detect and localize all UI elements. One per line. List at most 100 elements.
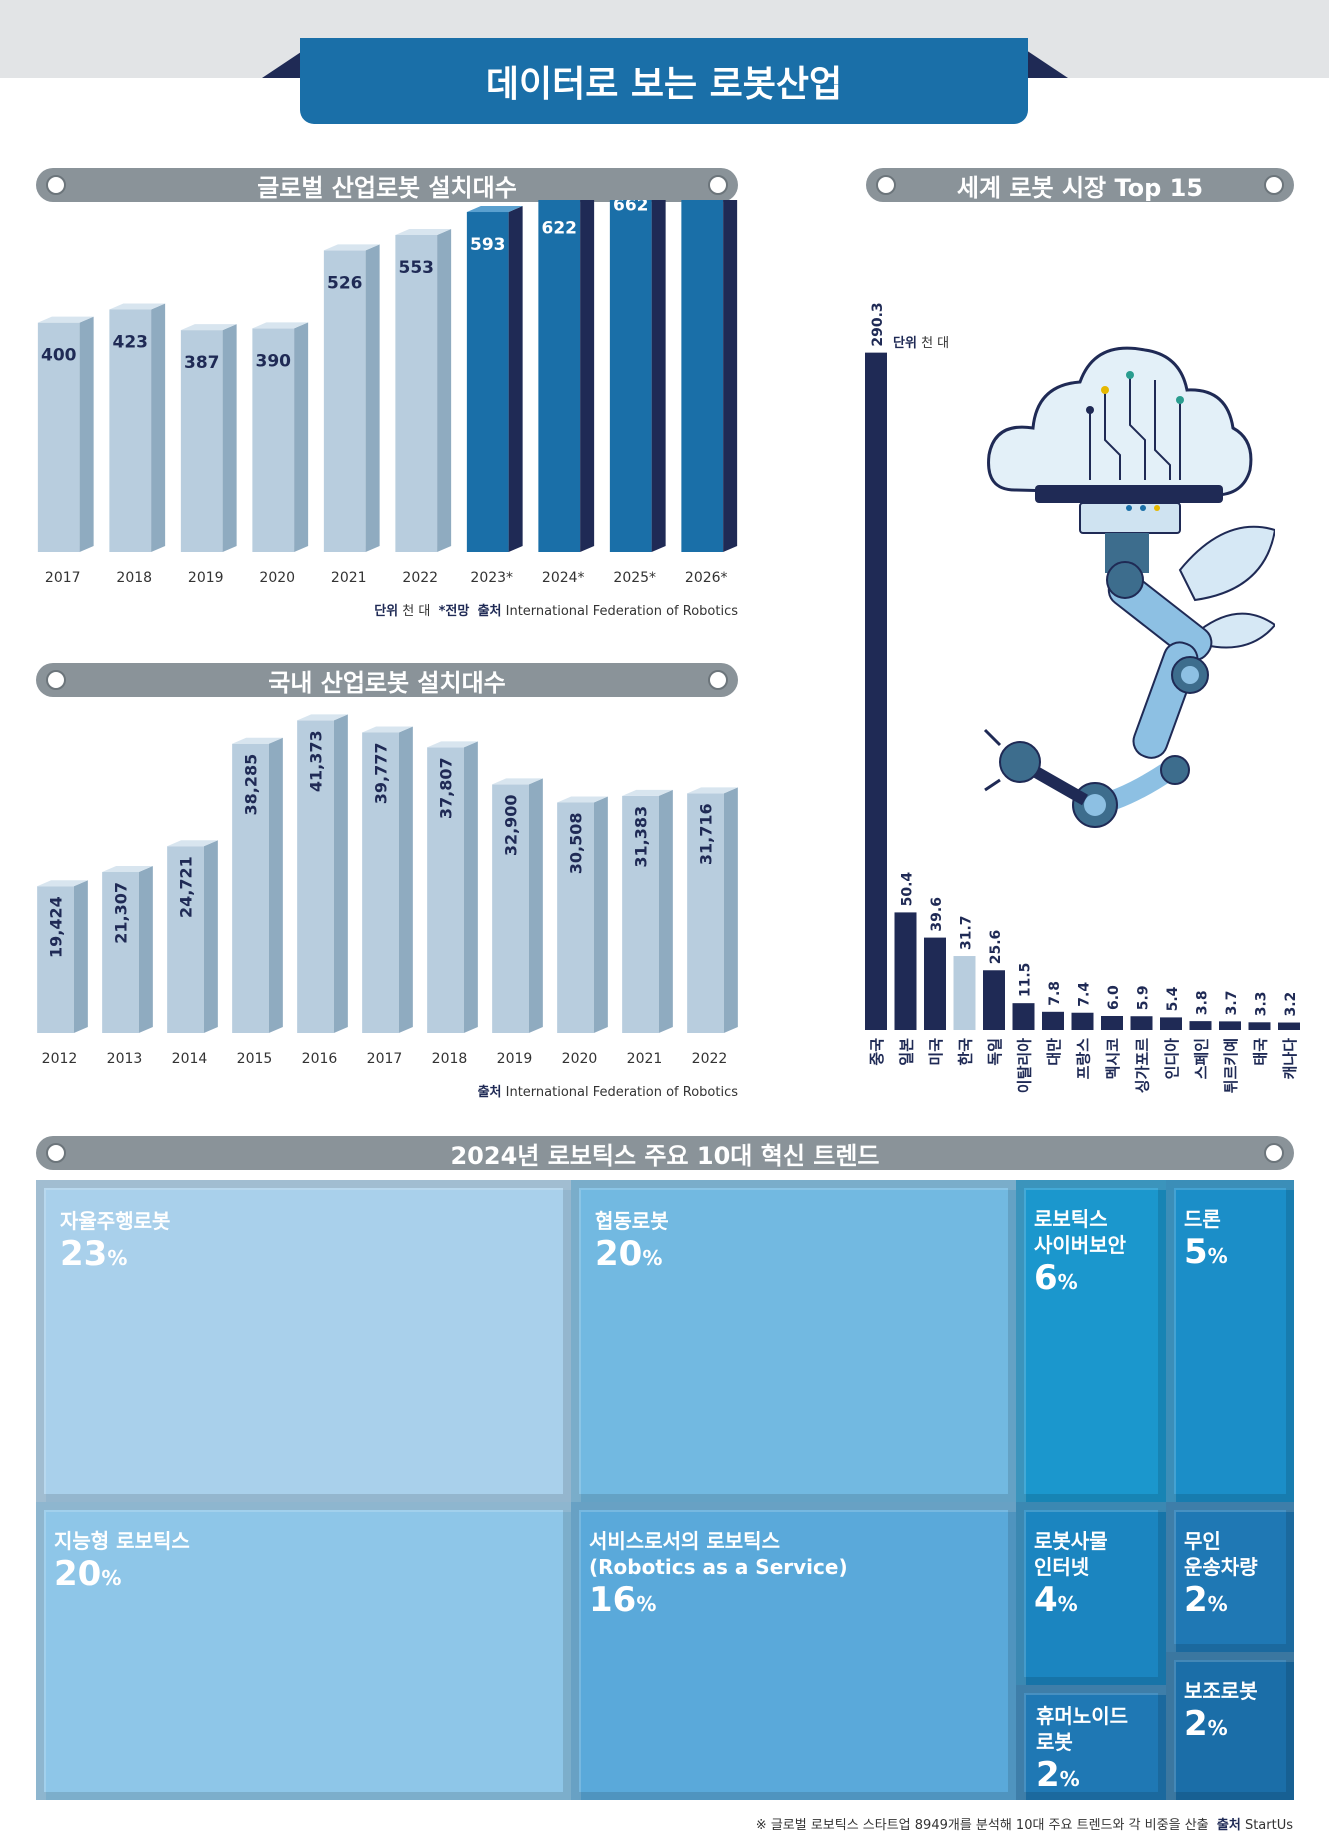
cloud-shape <box>987 346 1253 497</box>
source-label: 출처 <box>477 604 502 619</box>
trend-tile: 지능형 로보틱스 20% <box>36 1502 571 1800</box>
data-label: 30,508 <box>567 812 586 874</box>
footnote-source-label: 출처 <box>1216 1818 1241 1833</box>
pill-dot-icon <box>46 175 66 195</box>
trend-percent: 2% <box>1184 1704 1228 1744</box>
x-tick-label: 스페인 <box>1193 1038 1211 1079</box>
x-tick-label: 대만 <box>1045 1038 1063 1066</box>
bar-2014 <box>167 840 218 1033</box>
percent-unit: % <box>642 1246 663 1270</box>
trend-tile: 로보틱스 사이버보안 6% <box>1016 1180 1166 1502</box>
trend-tile: 드론 5% <box>1166 1180 1294 1502</box>
data-label: 25.6 <box>988 930 1004 965</box>
pill-dot-icon <box>46 1143 66 1163</box>
trend-name: 로보틱스 사이버보안 <box>1034 1207 1126 1257</box>
percent-unit: % <box>636 1592 657 1616</box>
bar-2026* <box>681 200 738 552</box>
bar-2016 <box>297 714 348 1033</box>
pill-dot-icon <box>46 670 66 690</box>
x-tick-label: 튀르키예 <box>1222 1038 1240 1093</box>
x-tick-label: 2021 <box>627 1051 663 1067</box>
data-label: 3.7 <box>1224 991 1240 1016</box>
bar-2017 <box>37 316 94 552</box>
bar-2013 <box>102 866 153 1033</box>
x-tick-label: 2017 <box>45 570 81 586</box>
x-tick-label: 일본 <box>898 1038 916 1066</box>
x-tick-label: 멕시코 <box>1104 1038 1122 1080</box>
bar-중국 <box>865 352 887 1031</box>
pill-dot-icon <box>1264 1143 1284 1163</box>
data-label: 31.7 <box>959 915 975 950</box>
percent-unit: % <box>1207 1716 1228 1740</box>
unit-value: 천 대 <box>402 604 431 619</box>
pill-dot-icon <box>708 175 728 195</box>
data-label: 662 <box>613 200 649 215</box>
source-label: 출처 <box>477 1085 502 1100</box>
bar-2021 <box>323 244 380 552</box>
global-chart-notes: 단위 천 대 *전망 출처 International Federation o… <box>374 600 738 619</box>
unit-label: 단위 <box>374 604 399 619</box>
x-tick-label: 2018 <box>116 570 152 586</box>
trend-name: 드론 <box>1184 1207 1221 1231</box>
data-label: 5.9 <box>1136 985 1152 1010</box>
x-tick-label: 2024* <box>542 570 585 586</box>
bar-한국 <box>953 956 976 1030</box>
bar-튀르키예 <box>1219 1021 1241 1030</box>
percent-unit: % <box>1057 1270 1078 1294</box>
bar-2019 <box>492 778 543 1033</box>
footnote-text: ※ 글로벌 로보틱스 스타트업 8949개를 분석해 10대 주요 트렌드와 각… <box>755 1818 1209 1833</box>
bar-2020 <box>557 796 608 1033</box>
bar-2023* <box>466 206 523 552</box>
x-tick-label: 2019 <box>188 570 224 586</box>
data-label: 31,716 <box>697 803 716 865</box>
trends-header: 2024년 로보틱스 주요 10대 혁신 트렌드 <box>36 1136 1294 1170</box>
data-label: 21,307 <box>112 882 131 944</box>
trend-name: 로봇사물 인터넷 <box>1034 1529 1108 1579</box>
trend-name: 서비스로서의 로보틱스 (Robotics as a Service) <box>589 1529 848 1579</box>
bar-2012 <box>37 880 88 1033</box>
bar-2015 <box>232 737 283 1033</box>
domestic-chart-header: 국내 산업로봇 설치대수 <box>36 663 738 697</box>
trend-percent: 20% <box>595 1234 663 1274</box>
bar-2022 <box>395 228 452 553</box>
data-label: 6.0 <box>1106 985 1122 1010</box>
trend-tile: 무인 운송차량 2% <box>1166 1502 1294 1652</box>
domestic-installations-chart: 19,424 2012 21,307 2013 24,721 2014 38,285 2015… <box>37 714 738 1067</box>
x-tick-label: 2021 <box>331 570 367 586</box>
percent-unit: % <box>1207 1592 1228 1616</box>
bar-미국 <box>924 937 946 1030</box>
data-label: 39.6 <box>929 897 945 932</box>
trend-name: 휴머노이드로봇 <box>1036 1704 1128 1754</box>
x-tick-label: 싱가포르 <box>1134 1038 1152 1093</box>
data-label: 387 <box>184 353 220 373</box>
global-chart-header: 글로벌 산업로봇 설치대수 <box>36 168 738 202</box>
bar-일본 <box>894 912 917 1030</box>
x-tick-label: 인디아 <box>1163 1038 1181 1080</box>
page-title: 데이터로 보는 로봇산업 <box>300 38 1028 124</box>
trend-name: 무인 운송차량 <box>1184 1529 1258 1579</box>
trend-tile: 협동로봇 20% <box>571 1180 1016 1502</box>
trend-name: 협동로봇 <box>595 1209 669 1233</box>
forecast-note: *전망 <box>438 604 470 619</box>
bar-2022 <box>687 787 738 1033</box>
trend-name: 자율주행로봇 <box>60 1209 171 1233</box>
bar-2024* <box>538 200 595 553</box>
bar-태국 <box>1248 1022 1271 1030</box>
source-value: International Federation of Robotics <box>505 1085 738 1100</box>
x-tick-label: 2022 <box>692 1051 728 1067</box>
data-label: 553 <box>399 258 435 278</box>
x-tick-label: 2020 <box>259 570 295 586</box>
trend-percent: 20% <box>54 1554 122 1594</box>
data-label: 3.3 <box>1254 991 1270 1016</box>
x-tick-label: 캐나다 <box>1281 1038 1299 1080</box>
trend-tile: 보조로봇 2% <box>1166 1652 1294 1800</box>
bar-인디아 <box>1160 1017 1182 1030</box>
bar-스페인 <box>1189 1021 1212 1030</box>
data-label: 41,373 <box>307 730 326 792</box>
bar-싱가포르 <box>1130 1016 1153 1030</box>
percent-unit: % <box>1057 1592 1078 1616</box>
x-tick-label: 2014 <box>172 1051 208 1067</box>
data-label: 290.3 <box>870 302 886 346</box>
trend-percent: 4% <box>1034 1580 1078 1620</box>
x-tick-label: 2025* <box>613 570 656 586</box>
